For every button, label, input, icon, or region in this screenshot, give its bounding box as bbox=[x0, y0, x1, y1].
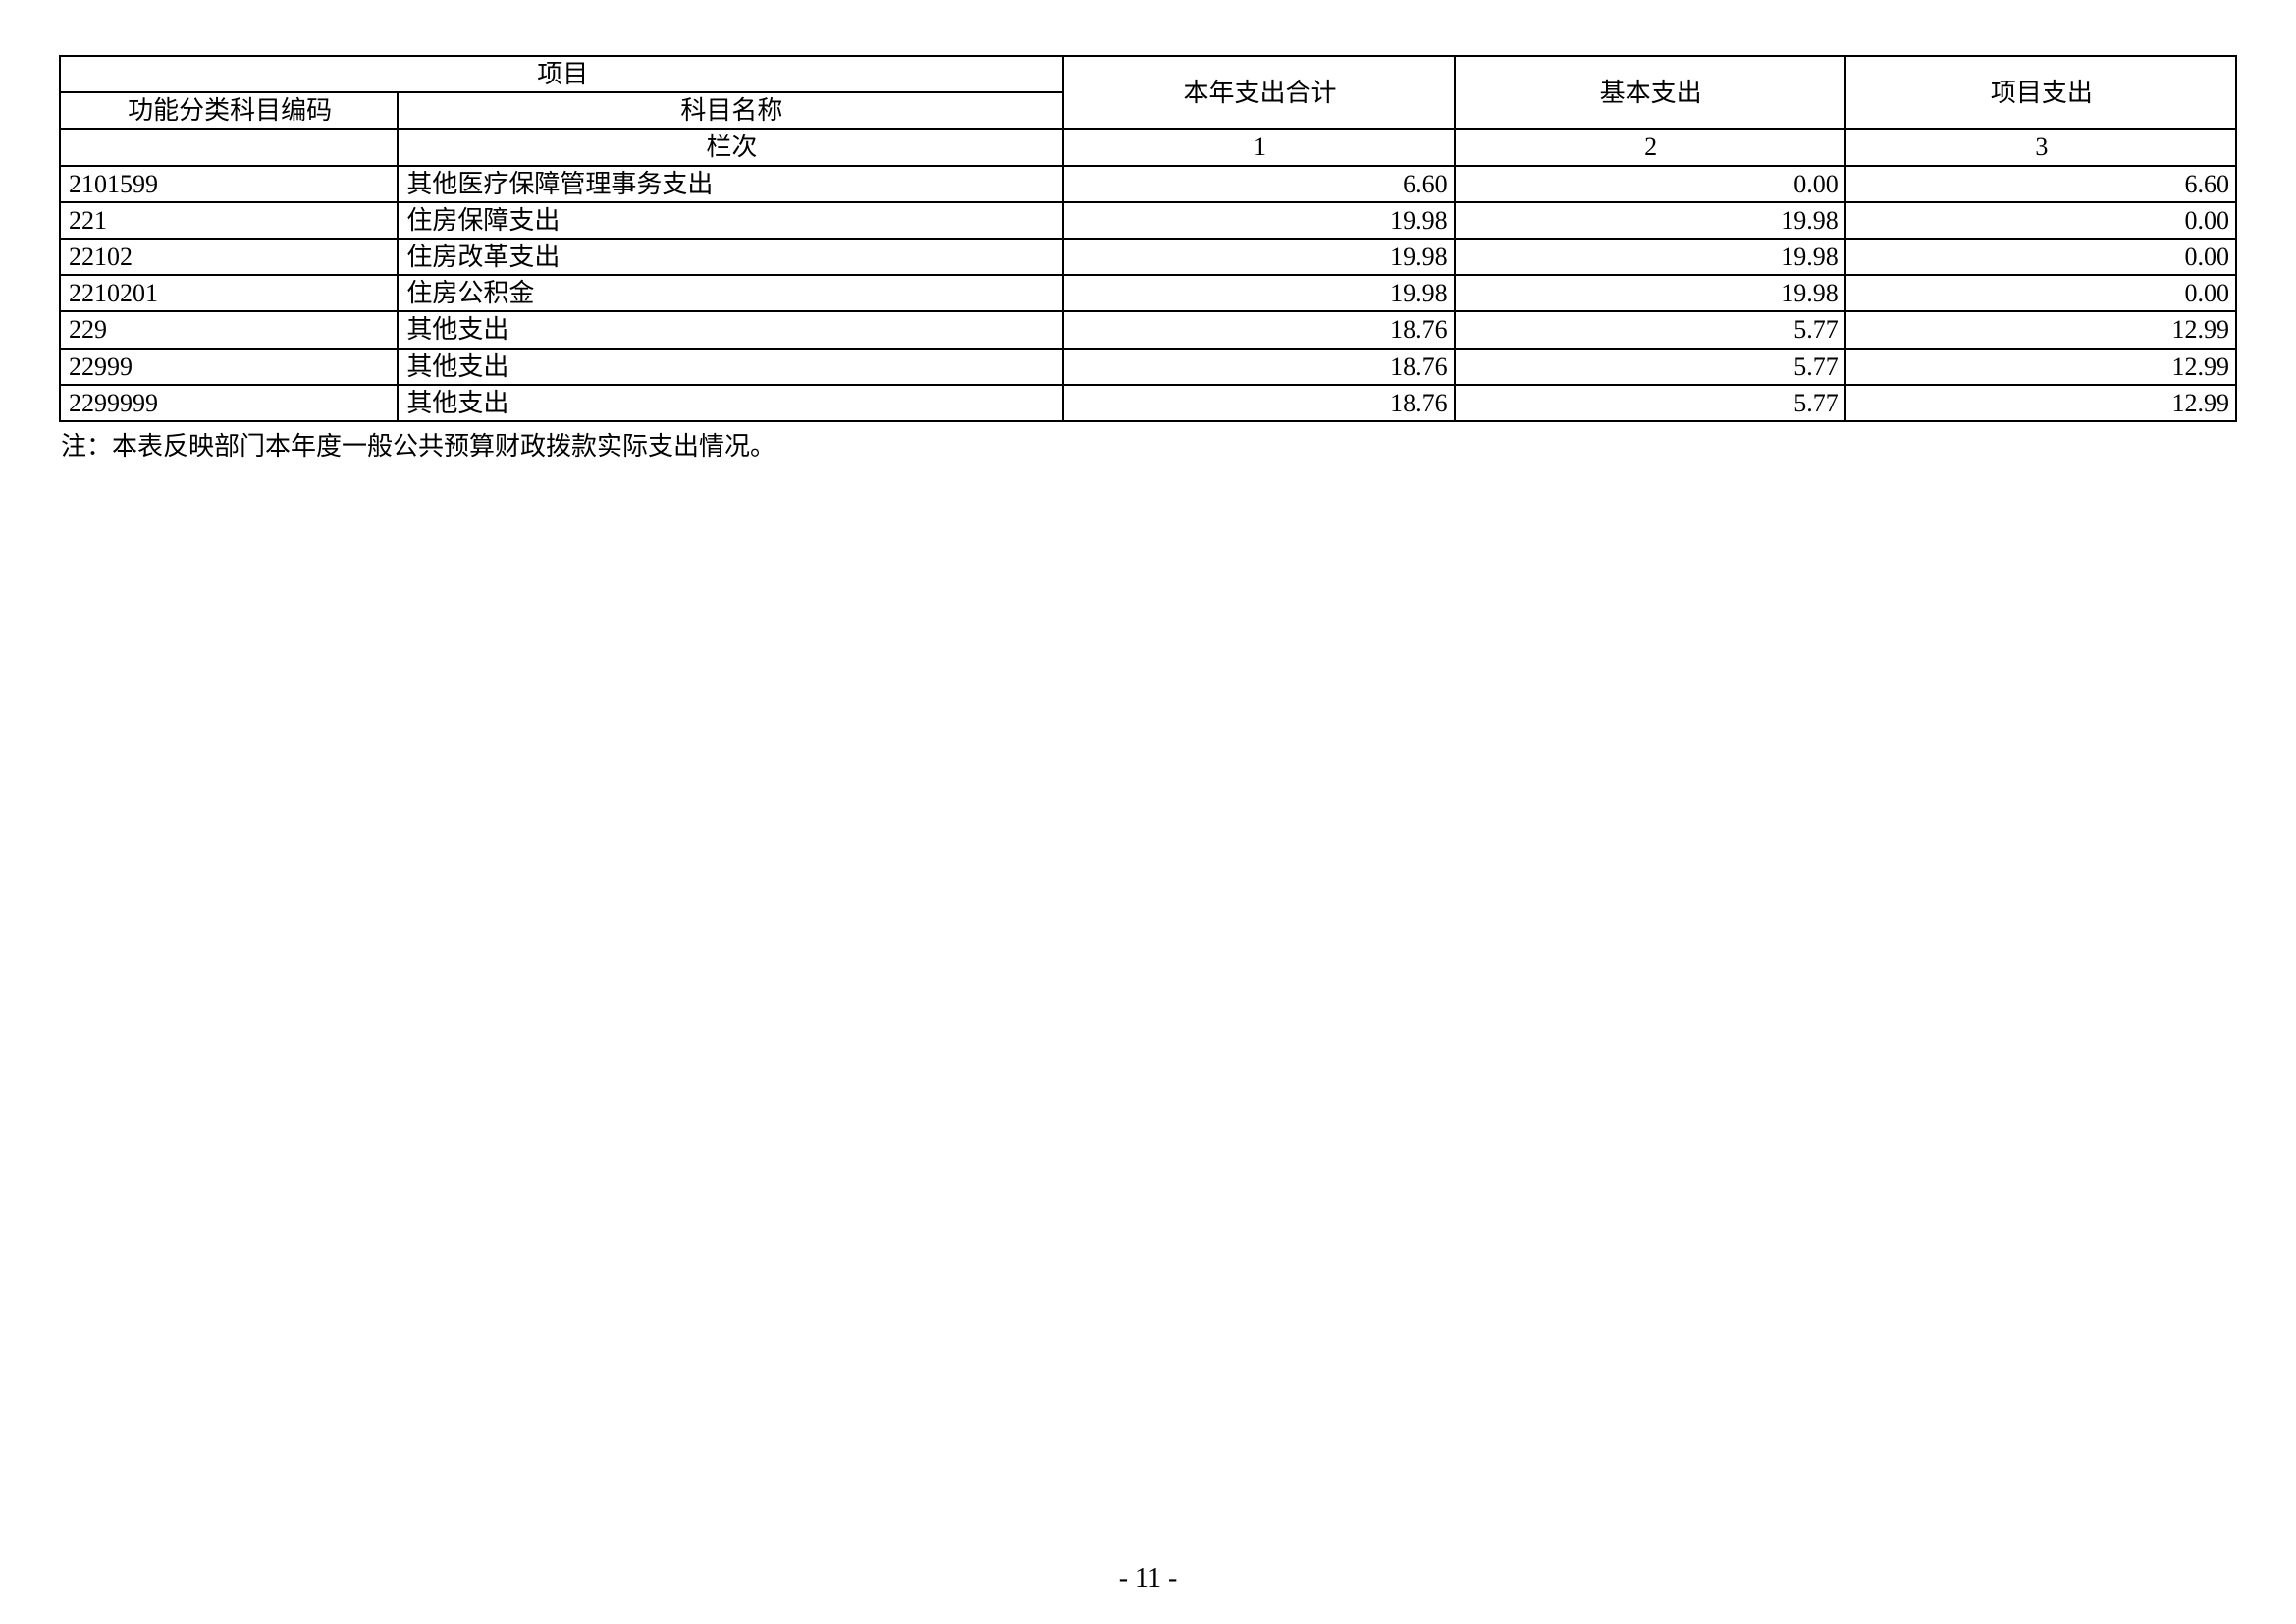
cell-code: 229 bbox=[60, 311, 398, 348]
cell-name: 住房公积金 bbox=[398, 275, 1063, 311]
header-row-1: 项目 本年支出合计 基本支出 项目支出 bbox=[60, 56, 2236, 92]
page-number: - 11 - bbox=[0, 1563, 2296, 1595]
header-group-project: 项目 bbox=[60, 56, 1063, 92]
cell-name: 其他医疗保障管理事务支出 bbox=[398, 166, 1063, 202]
cell-code: 22999 bbox=[60, 349, 398, 385]
table-row: 22999其他支出18.765.7712.99 bbox=[60, 349, 2236, 385]
page-container: 项目 本年支出合计 基本支出 项目支出 功能分类科目编码 科目名称 栏次 1 2… bbox=[0, 0, 2296, 1624]
cell-basic: 0.00 bbox=[1455, 166, 1845, 202]
header-index-3: 3 bbox=[1845, 129, 2236, 165]
cell-project: 12.99 bbox=[1845, 385, 2236, 421]
cell-basic: 5.77 bbox=[1455, 385, 1845, 421]
cell-code: 2299999 bbox=[60, 385, 398, 421]
header-code-label: 功能分类科目编码 bbox=[60, 92, 398, 129]
cell-code: 2101599 bbox=[60, 166, 398, 202]
cell-name: 其他支出 bbox=[398, 385, 1063, 421]
header-col-project: 项目支出 bbox=[1845, 56, 2236, 129]
cell-project: 0.00 bbox=[1845, 275, 2236, 311]
cell-basic: 19.98 bbox=[1455, 275, 1845, 311]
cell-project: 12.99 bbox=[1845, 311, 2236, 348]
cell-basic: 5.77 bbox=[1455, 311, 1845, 348]
header-col-basic: 基本支出 bbox=[1455, 56, 1845, 129]
table-header: 项目 本年支出合计 基本支出 项目支出 功能分类科目编码 科目名称 栏次 1 2… bbox=[60, 56, 2236, 166]
header-lanci-label: 栏次 bbox=[398, 129, 1063, 165]
footnote: 注：本表反映部门本年度一般公共预算财政拨款实际支出情况。 bbox=[59, 426, 2237, 462]
cell-name: 住房保障支出 bbox=[398, 202, 1063, 239]
table-row: 221住房保障支出19.9819.980.00 bbox=[60, 202, 2236, 239]
cell-project: 0.00 bbox=[1845, 239, 2236, 275]
table-row: 22102住房改革支出19.9819.980.00 bbox=[60, 239, 2236, 275]
cell-name: 其他支出 bbox=[398, 349, 1063, 385]
header-lanci-blank bbox=[60, 129, 398, 165]
cell-total: 19.98 bbox=[1063, 275, 1454, 311]
cell-name: 其他支出 bbox=[398, 311, 1063, 348]
header-index-2: 2 bbox=[1455, 129, 1845, 165]
cell-total: 19.98 bbox=[1063, 239, 1454, 275]
cell-project: 12.99 bbox=[1845, 349, 2236, 385]
cell-code: 221 bbox=[60, 202, 398, 239]
cell-code: 2210201 bbox=[60, 275, 398, 311]
cell-total: 18.76 bbox=[1063, 311, 1454, 348]
cell-total: 18.76 bbox=[1063, 349, 1454, 385]
cell-total: 6.60 bbox=[1063, 166, 1454, 202]
cell-name: 住房改革支出 bbox=[398, 239, 1063, 275]
cell-total: 18.76 bbox=[1063, 385, 1454, 421]
cell-basic: 19.98 bbox=[1455, 239, 1845, 275]
cell-basic: 19.98 bbox=[1455, 202, 1845, 239]
table-row: 2101599其他医疗保障管理事务支出6.600.006.60 bbox=[60, 166, 2236, 202]
header-row-index: 栏次 1 2 3 bbox=[60, 129, 2236, 165]
table-row: 229其他支出18.765.7712.99 bbox=[60, 311, 2236, 348]
cell-total: 19.98 bbox=[1063, 202, 1454, 239]
table-row: 2299999其他支出18.765.7712.99 bbox=[60, 385, 2236, 421]
table-row: 2210201住房公积金19.9819.980.00 bbox=[60, 275, 2236, 311]
cell-code: 22102 bbox=[60, 239, 398, 275]
cell-project: 6.60 bbox=[1845, 166, 2236, 202]
cell-project: 0.00 bbox=[1845, 202, 2236, 239]
cell-basic: 5.77 bbox=[1455, 349, 1845, 385]
table-body: 2101599其他医疗保障管理事务支出6.600.006.60221住房保障支出… bbox=[60, 166, 2236, 421]
budget-table: 项目 本年支出合计 基本支出 项目支出 功能分类科目编码 科目名称 栏次 1 2… bbox=[59, 55, 2237, 422]
header-index-1: 1 bbox=[1063, 129, 1454, 165]
header-name-label: 科目名称 bbox=[398, 92, 1063, 129]
header-col-total: 本年支出合计 bbox=[1063, 56, 1454, 129]
